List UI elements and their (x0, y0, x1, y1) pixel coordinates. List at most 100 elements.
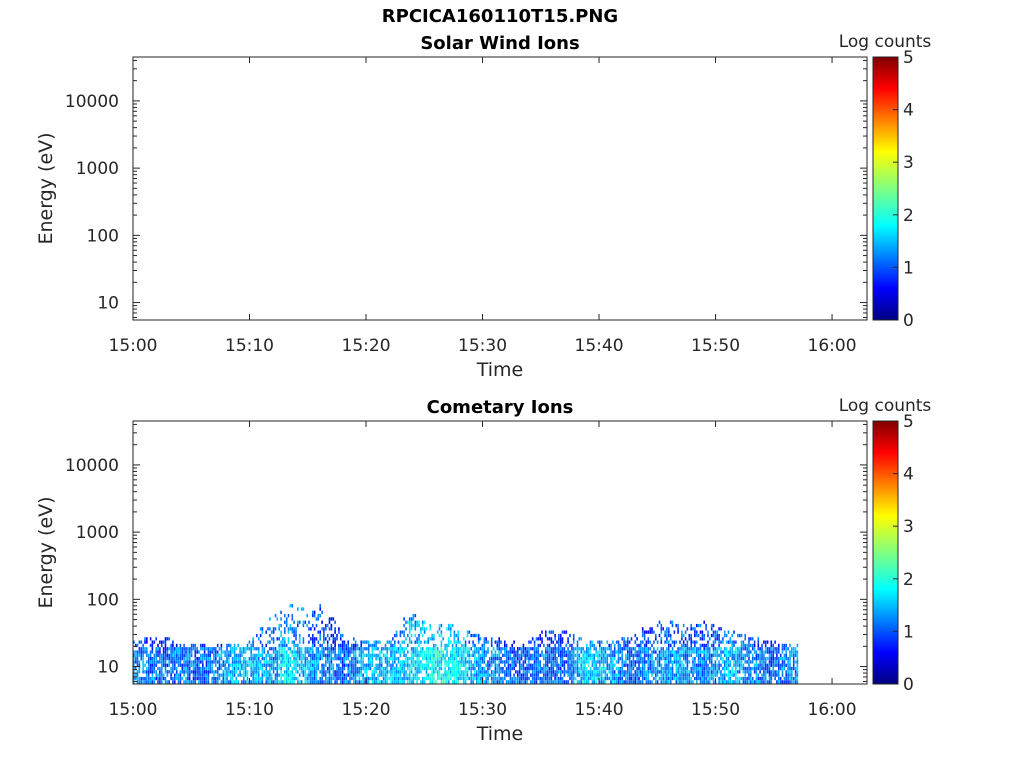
data-cell (651, 657, 653, 661)
data-cell (673, 673, 676, 677)
data-cell (332, 676, 335, 681)
data-cell (451, 653, 454, 657)
data-cell (763, 673, 765, 677)
data-cell (593, 653, 595, 657)
data-cell (231, 666, 234, 671)
data-cell (737, 670, 739, 674)
data-cell (405, 627, 407, 631)
data-cell (170, 643, 172, 648)
data-cell (174, 663, 176, 667)
data-cell (483, 647, 486, 651)
data-cell (600, 673, 603, 677)
data-cell (492, 657, 495, 661)
data-cell (554, 670, 556, 674)
data-cell (239, 673, 241, 677)
data-cell (367, 640, 370, 644)
data-cell (606, 660, 609, 664)
data-cell (513, 663, 515, 667)
data-cell (153, 660, 156, 664)
data-cell (490, 670, 493, 674)
data-cell (490, 660, 493, 664)
data-cell (196, 670, 198, 674)
data-cell (621, 657, 623, 661)
data-cell (384, 676, 387, 681)
data-cell (688, 670, 691, 674)
data-cell (408, 617, 411, 621)
data-cell (358, 676, 361, 681)
data-cell (412, 623, 415, 628)
data-cell (589, 643, 592, 648)
data-cell (561, 653, 564, 657)
data-cell (735, 640, 737, 644)
data-cell (416, 653, 418, 657)
data-cell (302, 657, 305, 661)
data-cell (653, 630, 655, 634)
data-cell (485, 640, 487, 644)
data-cell (712, 647, 715, 651)
data-cell (142, 647, 144, 651)
data-cell (518, 647, 521, 651)
data-cell (278, 627, 280, 631)
data-cell (151, 657, 154, 661)
data-cell (177, 650, 180, 654)
data-cell (481, 657, 484, 661)
data-cell (586, 643, 588, 648)
data-cell (323, 640, 325, 644)
data-cell (468, 657, 471, 661)
data-cell (218, 660, 221, 664)
data-cell (263, 673, 266, 677)
data-cell (759, 647, 761, 651)
data-cell (587, 676, 590, 681)
data-cell (416, 663, 418, 667)
data-cell (203, 650, 206, 654)
data-cell (789, 676, 791, 681)
data-cell (716, 657, 719, 661)
data-cell (664, 666, 666, 671)
data-cell (531, 680, 534, 684)
data-cell (280, 657, 282, 661)
data-cell (738, 647, 741, 651)
data-cell (397, 673, 400, 677)
data-cell (496, 657, 499, 661)
data-cell (312, 647, 314, 651)
data-cell (638, 643, 640, 648)
data-cell (705, 663, 707, 667)
data-cell (241, 666, 243, 671)
data-cell (643, 653, 646, 657)
data-cell (738, 680, 741, 684)
data-cell (297, 657, 299, 661)
data-cell (623, 640, 625, 644)
colorbar-tick-label: 1 (903, 258, 914, 278)
data-cell (753, 657, 756, 661)
data-cell (539, 637, 541, 641)
data-cell (623, 670, 625, 674)
data-cell (220, 666, 223, 671)
data-cell (429, 627, 431, 631)
data-cell (768, 666, 771, 671)
data-cell (425, 676, 428, 681)
data-cell (640, 643, 642, 648)
data-cell (552, 630, 554, 634)
data-cell (505, 653, 508, 657)
data-cell (738, 676, 741, 681)
data-cell (298, 620, 301, 624)
data-cell (203, 643, 206, 648)
data-cell (284, 643, 286, 648)
data-cell (615, 673, 618, 677)
data-cell (425, 640, 428, 644)
data-cell (312, 666, 314, 671)
data-cell (390, 643, 392, 648)
data-cell (272, 663, 275, 667)
data-cell (500, 680, 502, 684)
data-cell (703, 637, 705, 641)
data-cell (602, 660, 605, 664)
data-cell (627, 643, 629, 648)
data-cell (505, 680, 508, 684)
data-cell (282, 663, 284, 667)
data-cell (336, 666, 338, 671)
data-cell (382, 680, 385, 684)
data-cell (571, 680, 573, 684)
data-cell (330, 623, 333, 628)
data-cell (373, 676, 376, 681)
